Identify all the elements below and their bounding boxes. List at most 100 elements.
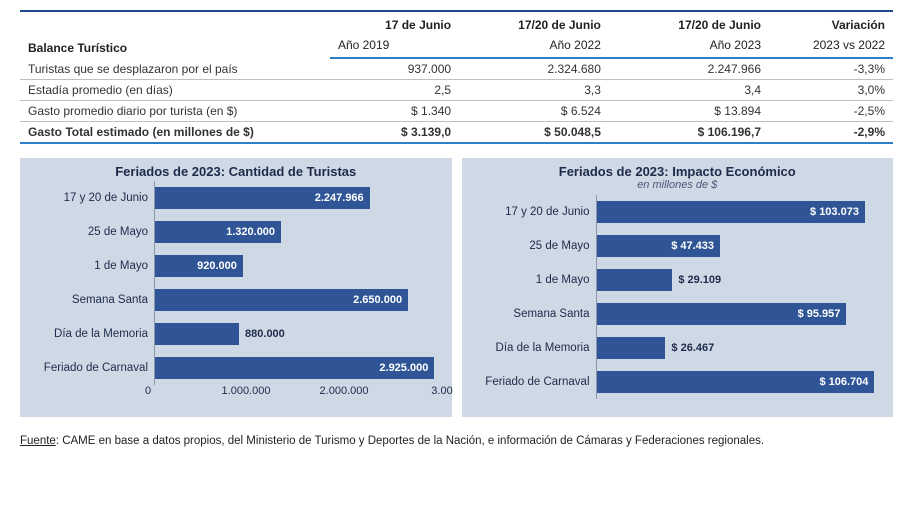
bar-track: 2.925.000 [154, 351, 442, 385]
chart-turistas: Feriados de 2023: Cantidad de Turistas 1… [20, 158, 452, 417]
bar-row: 17 y 20 de Junio 2.247.966 [30, 181, 442, 215]
bar-row: Día de la Memoria 880.000 [30, 317, 442, 351]
row-cell: $ 13.894 [609, 101, 769, 122]
row-label: Turistas que se desplazaron por el país [20, 58, 330, 80]
axis-tick: 1.000.000 [222, 385, 271, 397]
balance-table: Balance Turístico 17 de Junio 17/20 de J… [20, 10, 893, 144]
col-subheader: Año 2019 [330, 35, 459, 58]
bar-value: 920.000 [197, 255, 243, 277]
col-header: Variación [769, 11, 893, 35]
row-cell: 3,3 [459, 80, 609, 101]
bar-label: Semana Santa [30, 294, 154, 306]
col-subheader: Año 2022 [459, 35, 609, 58]
row-label: Estadía promedio (en días) [20, 80, 330, 101]
table-body: Turistas que se desplazaron por el país9… [20, 58, 893, 143]
row-cell: $ 6.524 [459, 101, 609, 122]
row-cell: 3,0% [769, 80, 893, 101]
bar-value: 2.650.000 [353, 289, 408, 311]
bar-track: 920.000 [154, 249, 442, 283]
row-cell: 2,5 [330, 80, 459, 101]
col-subheader: 2023 vs 2022 [769, 35, 893, 58]
bar-label: Día de la Memoria [30, 328, 154, 340]
bar-row: 1 de Mayo $ 29.109 [472, 263, 884, 297]
chart-impacto: Feriados de 2023: Impacto Económico en m… [462, 158, 894, 417]
bar-value: $ 26.467 [665, 337, 714, 359]
bar-track: 880.000 [154, 317, 442, 351]
row-cell: 2.324.680 [459, 58, 609, 80]
bar-value: $ 29.109 [672, 269, 721, 291]
bar-row: Feriado de Carnaval 2.925.000 [30, 351, 442, 385]
chart-title: Feriados de 2023: Cantidad de Turistas [30, 164, 442, 181]
table-row: Gasto Total estimado (en millones de $)$… [20, 122, 893, 144]
bar-label: Feriado de Carnaval [30, 362, 154, 374]
bar-track: $ 106.704 [596, 365, 884, 399]
col-header: 17 de Junio [330, 11, 459, 35]
axis-tick: 0 [145, 385, 151, 397]
chart-plot: 17 y 20 de Junio $ 103.073 25 de Mayo $ 47.… [472, 195, 884, 399]
table-title: Balance Turístico [20, 11, 330, 58]
row-cell: $ 3.139,0 [330, 122, 459, 144]
col-header: 17/20 de Junio [609, 11, 769, 35]
bar-value: $ 106.704 [819, 371, 874, 393]
table-row: Estadía promedio (en días)2,53,33,43,0% [20, 80, 893, 101]
row-label: Gasto promedio diario por turista (en $) [20, 101, 330, 122]
row-cell: 2.247.966 [609, 58, 769, 80]
table-header-row-1: Balance Turístico 17 de Junio 17/20 de J… [20, 11, 893, 35]
bar-label: Día de la Memoria [472, 342, 596, 354]
bar-track: $ 29.109 [596, 263, 884, 297]
footnote: Fuente: CAME en base a datos propios, de… [20, 435, 893, 447]
bar-value: $ 103.073 [810, 201, 865, 223]
row-cell: -3,3% [769, 58, 893, 80]
bar-label: 25 de Mayo [30, 226, 154, 238]
bar-row: 25 de Mayo $ 47.433 [472, 229, 884, 263]
bar-value: $ 47.433 [671, 235, 720, 257]
row-cell: $ 1.340 [330, 101, 459, 122]
row-cell: 937.000 [330, 58, 459, 80]
bar-label: 1 de Mayo [30, 260, 154, 272]
bar-track: 1.320.000 [154, 215, 442, 249]
bar-track: $ 26.467 [596, 331, 884, 365]
bar [597, 269, 673, 291]
bar-label: 1 de Mayo [472, 274, 596, 286]
axis-tick: 3.00 [431, 385, 452, 397]
bar-label: 17 y 20 de Junio [30, 192, 154, 204]
col-header: 17/20 de Junio [459, 11, 609, 35]
chart-plot: 17 y 20 de Junio 2.247.966 25 de Mayo 1.320… [30, 181, 442, 385]
row-cell: $ 106.196,7 [609, 122, 769, 144]
footnote-label: Fuente [20, 435, 56, 447]
bar-track: 2.247.966 [154, 181, 442, 215]
bar-label: 25 de Mayo [472, 240, 596, 252]
bar [155, 323, 239, 345]
bar-value: 2.247.966 [315, 187, 370, 209]
bar-track: $ 95.957 [596, 297, 884, 331]
row-label: Gasto Total estimado (en millones de $) [20, 122, 330, 144]
chart-axis [590, 399, 884, 403]
bar-row: 1 de Mayo 920.000 [30, 249, 442, 283]
col-subheader: Año 2023 [609, 35, 769, 58]
bar-track: 2.650.000 [154, 283, 442, 317]
bar-label: Semana Santa [472, 308, 596, 320]
bar-value: 1.320.000 [226, 221, 281, 243]
bar-track: $ 47.433 [596, 229, 884, 263]
bar-value: 2.925.000 [379, 357, 434, 379]
table-row: Turistas que se desplazaron por el país9… [20, 58, 893, 80]
axis-tick: 2.000.000 [320, 385, 369, 397]
row-cell: -2,5% [769, 101, 893, 122]
row-cell: $ 50.048,5 [459, 122, 609, 144]
bar-row: Semana Santa $ 95.957 [472, 297, 884, 331]
bar-track: $ 103.073 [596, 195, 884, 229]
row-cell: -2,9% [769, 122, 893, 144]
bar-value: 880.000 [239, 323, 285, 345]
bar [597, 337, 666, 359]
bar-row: 17 y 20 de Junio $ 103.073 [472, 195, 884, 229]
bar-row: Feriado de Carnaval $ 106.704 [472, 365, 884, 399]
bar-value: $ 95.957 [798, 303, 847, 325]
bar-row: 25 de Mayo 1.320.000 [30, 215, 442, 249]
row-cell: 3,4 [609, 80, 769, 101]
bar-label: 17 y 20 de Junio [472, 206, 596, 218]
chart-subtitle: en millones de $ [472, 179, 884, 195]
bar-row: Día de la Memoria $ 26.467 [472, 331, 884, 365]
footnote-text: : CAME en base a datos propios, del Mini… [56, 435, 764, 447]
chart-axis: 01.000.0002.000.0003.00 [148, 385, 442, 403]
bar-label: Feriado de Carnaval [472, 376, 596, 388]
